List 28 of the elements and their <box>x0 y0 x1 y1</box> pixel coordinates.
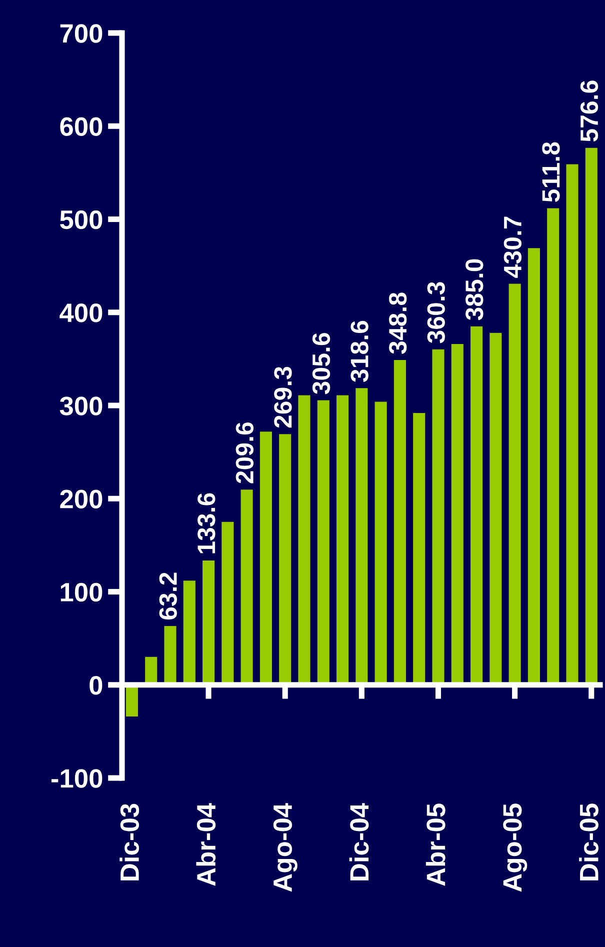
x-tick-label: Ago-05 <box>503 804 528 892</box>
data-label: 63.2 <box>159 572 177 620</box>
data-label: 348.8 <box>388 292 407 354</box>
x-tick-label: Abr-04 <box>196 803 216 886</box>
data-label: 305.6 <box>312 333 330 394</box>
y-tick-label: 200 <box>60 490 102 508</box>
data-label: 576.6 <box>580 80 598 142</box>
x-tick-label: Dic-05 <box>579 804 598 880</box>
x-tick-label: Ago-04 <box>273 803 298 892</box>
data-label: 209.6 <box>236 422 254 484</box>
x-tick-label: Abr-05 <box>426 804 446 886</box>
y-tick-label: 500 <box>60 210 102 230</box>
x-tick-label: Dic-03 <box>120 804 140 880</box>
data-label: 133.6 <box>198 493 216 554</box>
y-tick-label: 600 <box>60 117 102 136</box>
data-label: 360.3 <box>427 282 445 344</box>
x-tick-label: Dic-04 <box>349 803 369 880</box>
data-label: 511.8 <box>542 142 560 202</box>
y-tick-label: -100 <box>51 769 102 788</box>
data-label: 318.6 <box>350 320 368 382</box>
data-label: 385.0 <box>466 259 484 320</box>
y-tick-label: 400 <box>60 304 102 322</box>
y-tick-label: 100 <box>60 582 102 602</box>
y-tick-label: 0 <box>90 676 102 695</box>
y-tick-label: 300 <box>60 396 102 416</box>
data-label: 430.7 <box>504 216 522 278</box>
y-tick-label: 700 <box>60 24 102 43</box>
data-label: 269.3 <box>274 366 292 428</box>
